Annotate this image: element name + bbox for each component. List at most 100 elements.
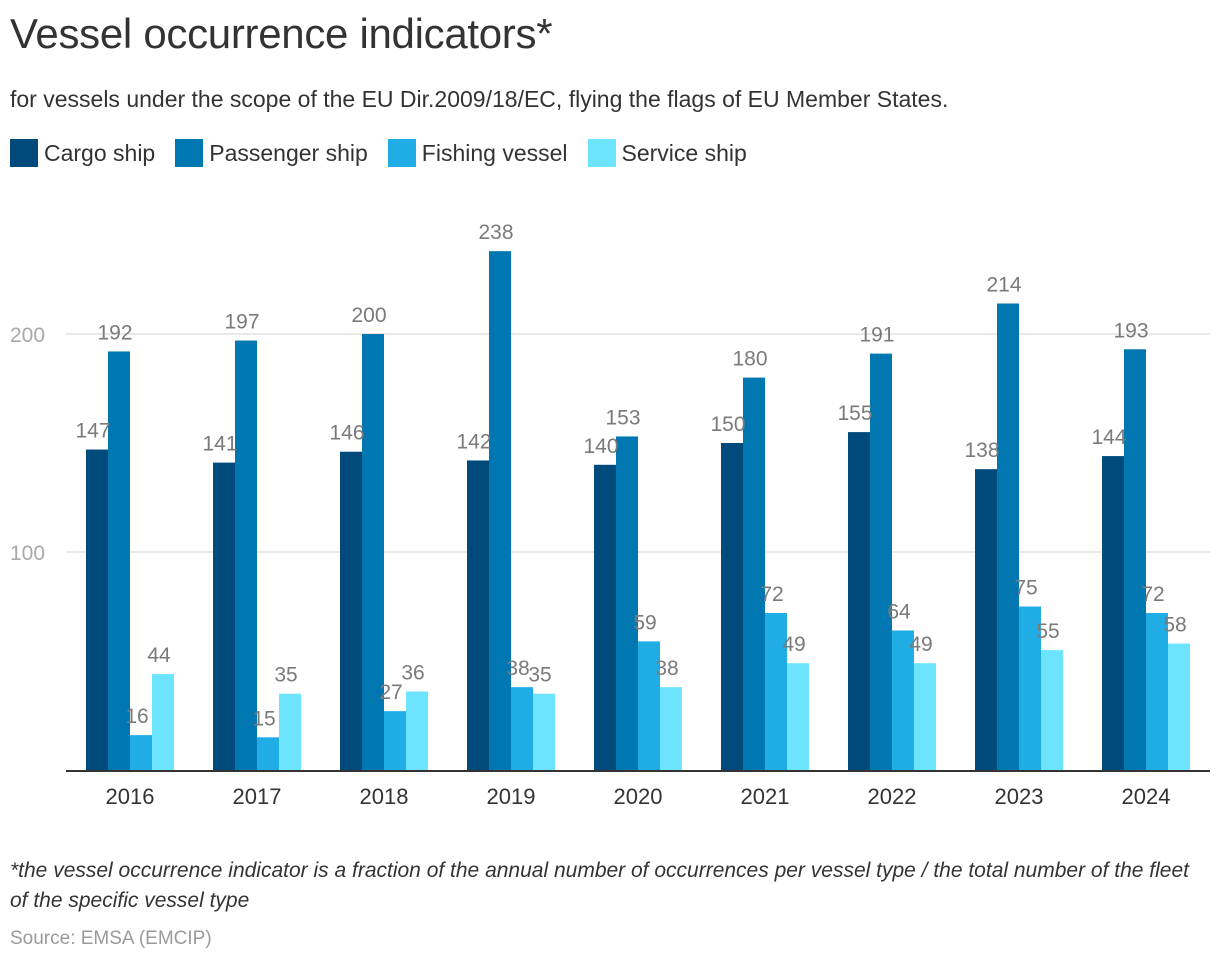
bar-passenger-ship-2024 [1124, 349, 1146, 770]
x-tick-label-2021: 2021 [741, 784, 790, 809]
bar-service-ship-2017 [279, 693, 301, 770]
x-tick-label-2023: 2023 [995, 784, 1044, 809]
source-note: Source: EMSA (EMCIP) [10, 928, 212, 949]
data-label-passenger-ship-2020: 153 [605, 406, 640, 429]
data-label-service-ship-2016: 44 [147, 644, 171, 667]
data-label-service-ship-2023: 55 [1036, 620, 1059, 643]
data-label-passenger-ship-2019: 238 [478, 221, 513, 244]
data-label-fishing-vessel-2018: 27 [379, 681, 402, 704]
data-label-passenger-ship-2021: 180 [732, 348, 767, 371]
data-label-passenger-ship-2018: 200 [351, 304, 386, 327]
bar-cargo-ship-2018 [340, 451, 362, 770]
data-labels: 1471921644141197153514620027361422383835… [75, 221, 1186, 730]
legend-item-service-ship: Service ship [587, 139, 747, 167]
bar-passenger-ship-2021 [743, 377, 765, 770]
bar-cargo-ship-2024 [1102, 456, 1124, 770]
bar-cargo-ship-2022 [848, 432, 870, 770]
data-label-passenger-ship-2017: 197 [224, 311, 259, 334]
x-tick-label-2016: 2016 [106, 784, 155, 809]
legend-item-fishing-vessel: Fishing vessel [387, 139, 568, 167]
bar-service-ship-2024 [1168, 643, 1190, 770]
x-tick-label-2018: 2018 [360, 784, 409, 809]
bar-passenger-ship-2017 [235, 340, 257, 770]
data-label-cargo-ship-2020: 140 [583, 435, 618, 458]
data-label-cargo-ship-2019: 142 [456, 430, 491, 453]
data-label-passenger-ship-2016: 192 [97, 321, 132, 344]
legend-label-service-ship: Service ship [621, 139, 747, 166]
x-tick-label-2024: 2024 [1122, 784, 1171, 809]
bar-passenger-ship-2018 [362, 334, 384, 770]
bar-passenger-ship-2023 [997, 303, 1019, 770]
data-label-fishing-vessel-2023: 75 [1014, 577, 1037, 600]
x-tick-label-2019: 2019 [487, 784, 536, 809]
legend: Cargo ship Passenger ship Fishing vessel… [10, 139, 767, 167]
data-label-fishing-vessel-2022: 64 [887, 600, 911, 623]
data-label-cargo-ship-2018: 146 [329, 422, 364, 445]
data-label-cargo-ship-2024: 144 [1091, 426, 1126, 449]
bars [86, 251, 1190, 770]
footnote: *the vessel occurrence indicator is a fr… [10, 859, 1189, 912]
legend-label-passenger-ship: Passenger ship [209, 139, 368, 166]
data-label-passenger-ship-2023: 214 [986, 273, 1021, 296]
bar-fishing-vessel-2021 [765, 613, 787, 770]
legend-label-fishing-vessel: Fishing vessel [421, 139, 568, 166]
bar-fishing-vessel-2024 [1146, 613, 1168, 770]
data-label-cargo-ship-2016: 147 [75, 420, 110, 443]
bar-fishing-vessel-2017 [257, 737, 279, 770]
x-tick-label-2020: 2020 [614, 784, 663, 809]
bar-fishing-vessel-2016 [130, 735, 152, 770]
data-label-service-ship-2019: 35 [528, 664, 551, 687]
data-label-cargo-ship-2021: 150 [710, 413, 745, 436]
data-label-service-ship-2017: 35 [274, 664, 297, 687]
legend-swatch-service-ship [587, 139, 616, 167]
data-label-cargo-ship-2022: 155 [837, 402, 872, 425]
bar-cargo-ship-2020 [594, 464, 616, 770]
bar-fishing-vessel-2019 [511, 687, 533, 770]
data-label-service-ship-2018: 36 [401, 662, 424, 685]
data-label-fishing-vessel-2019: 38 [506, 657, 529, 680]
bar-service-ship-2021 [787, 663, 809, 770]
legend-swatch-passenger-ship [175, 139, 204, 167]
legend-item-cargo-ship: Cargo ship [10, 139, 155, 167]
data-label-passenger-ship-2024: 193 [1113, 319, 1148, 342]
data-label-fishing-vessel-2017: 15 [252, 707, 275, 730]
bar-service-ship-2022 [914, 663, 936, 770]
x-tick-label-2017: 2017 [233, 784, 282, 809]
data-label-fishing-vessel-2016: 16 [125, 705, 148, 728]
x-tick-label-2022: 2022 [868, 784, 917, 809]
y-tick-label-100: 100 [10, 542, 45, 565]
data-label-fishing-vessel-2024: 72 [1141, 583, 1164, 606]
data-label-service-ship-2021: 49 [782, 633, 805, 656]
bar-fishing-vessel-2018 [384, 711, 406, 770]
chart-title: Vessel occurrence indicators* [10, 10, 553, 57]
bar-service-ship-2019 [533, 693, 555, 770]
bar-service-ship-2016 [152, 674, 174, 770]
bar-fishing-vessel-2023 [1019, 606, 1041, 770]
bar-cargo-ship-2019 [467, 460, 489, 770]
bar-service-ship-2023 [1041, 650, 1063, 770]
legend-swatch-cargo-ship [10, 139, 38, 167]
bar-service-ship-2018 [406, 691, 428, 770]
x-axis: 2016 2017 2018 2019 2020 2021 2022 2023 2024 [66, 770, 1210, 809]
bar-passenger-ship-2016 [108, 351, 130, 770]
legend-label-cargo-ship: Cargo ship [44, 139, 156, 166]
data-label-service-ship-2024: 58 [1163, 614, 1186, 637]
data-label-service-ship-2022: 49 [909, 633, 932, 656]
bar-cargo-ship-2021 [721, 443, 743, 770]
bar-fishing-vessel-2020 [638, 641, 660, 770]
data-label-passenger-ship-2022: 191 [859, 324, 894, 347]
bar-service-ship-2020 [660, 687, 682, 770]
bar-cargo-ship-2016 [86, 449, 108, 770]
chart-subtitle: for vessels under the scope of the EU Di… [10, 86, 949, 112]
data-label-service-ship-2020: 38 [655, 657, 678, 680]
bar-cargo-ship-2023 [975, 469, 997, 770]
data-label-fishing-vessel-2020: 59 [633, 611, 656, 634]
bar-passenger-ship-2019 [489, 251, 511, 770]
bar-fishing-vessel-2022 [892, 630, 914, 770]
bar-passenger-ship-2020 [616, 436, 638, 770]
legend-item-passenger-ship: Passenger ship [175, 139, 368, 167]
y-tick-label-200: 200 [10, 324, 45, 347]
data-label-cargo-ship-2017: 141 [202, 433, 237, 456]
data-label-cargo-ship-2023: 138 [964, 439, 999, 462]
